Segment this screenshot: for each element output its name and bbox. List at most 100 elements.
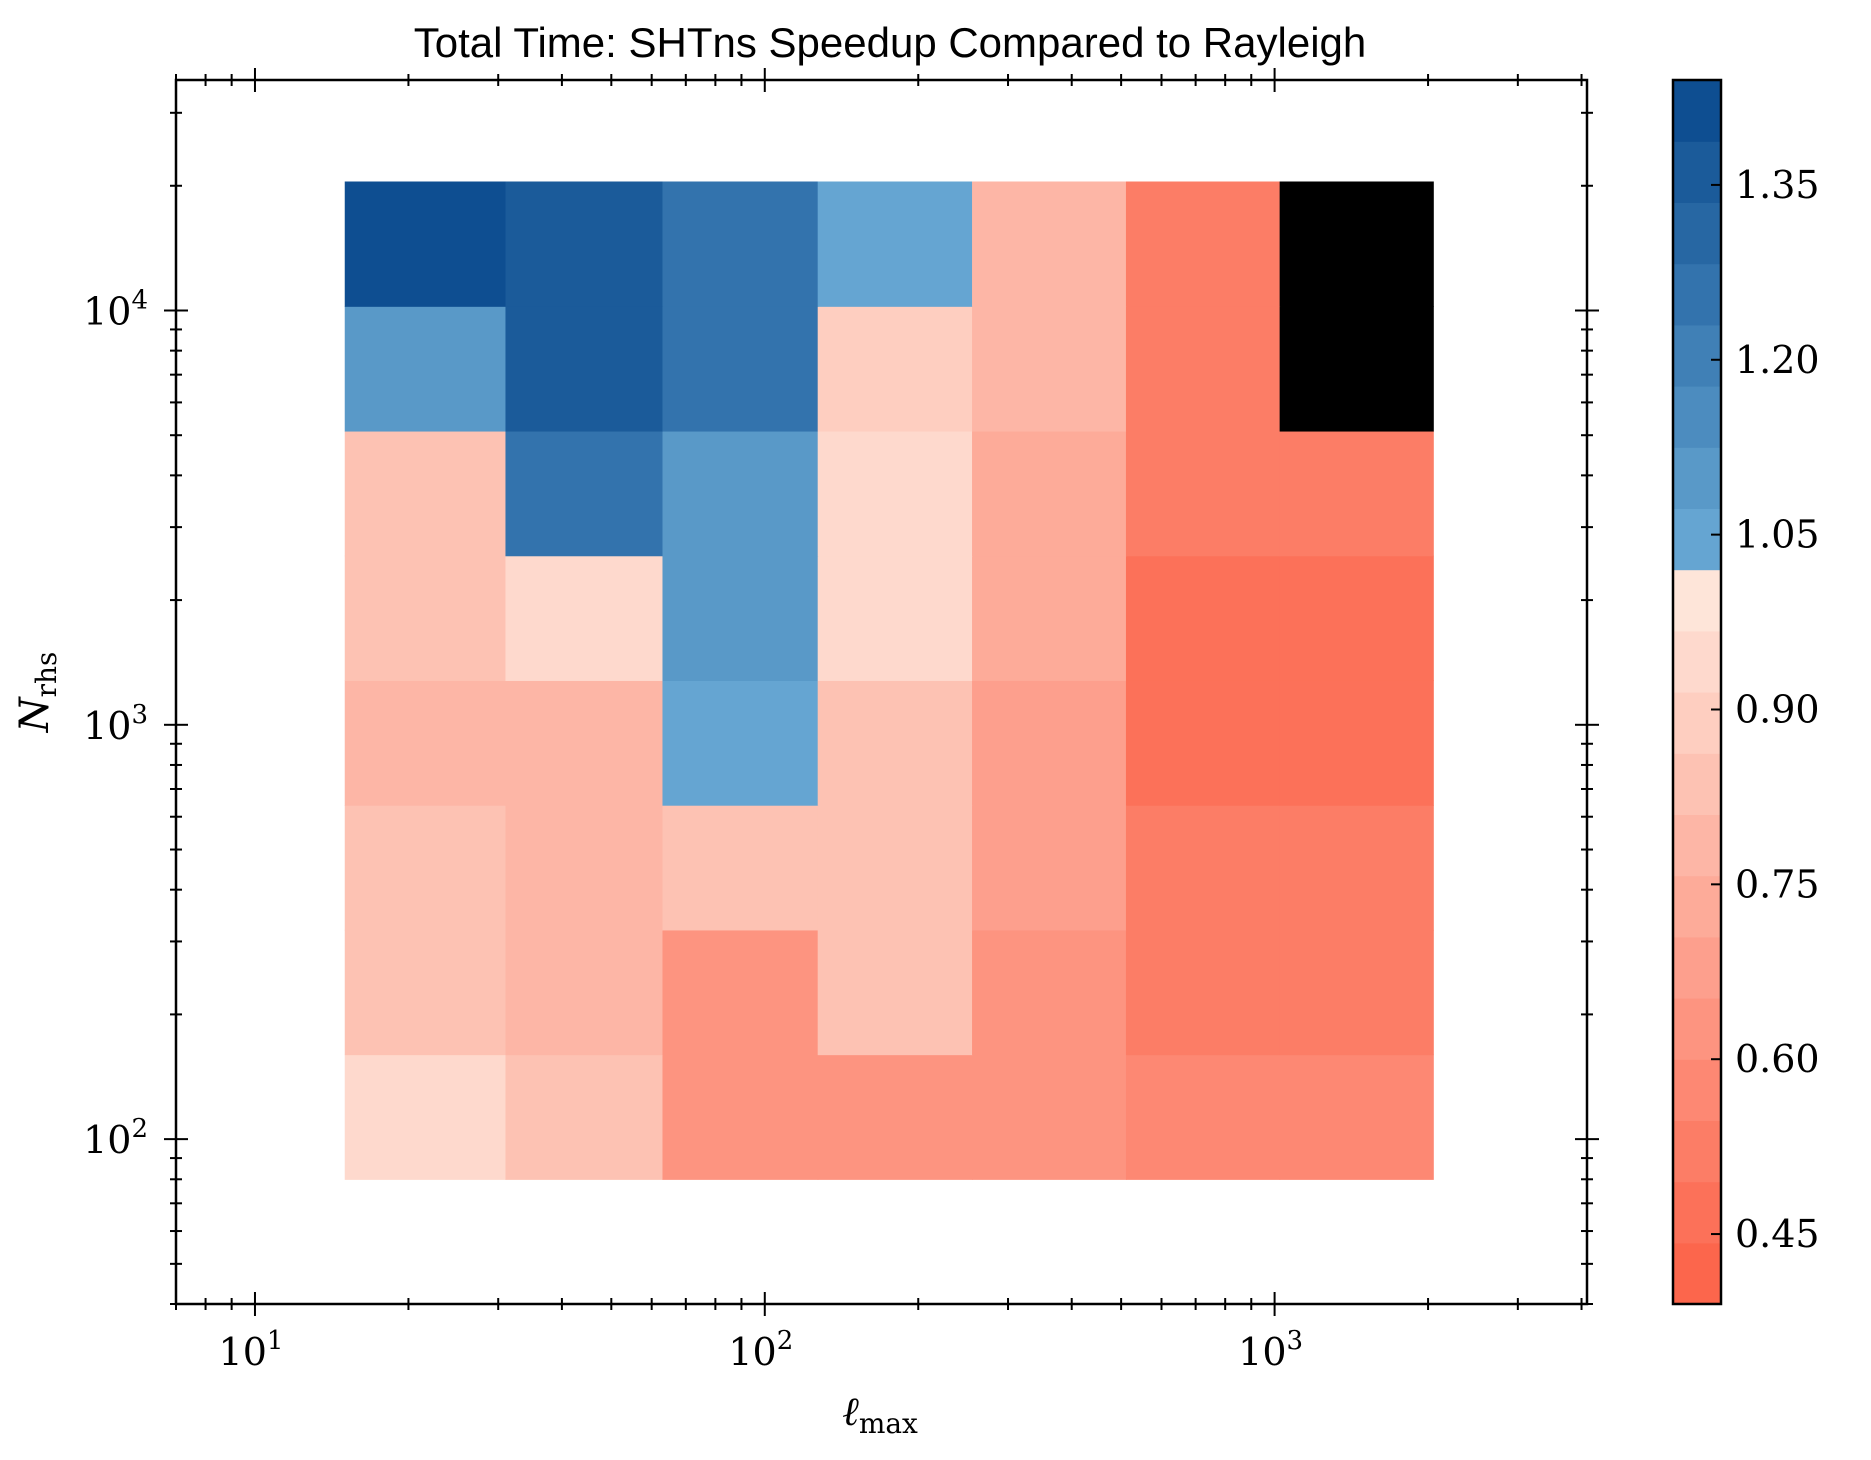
x-tick-label: 103 (1238, 1326, 1303, 1374)
colorbar-segment (1673, 569, 1721, 632)
heatmap-cell (662, 680, 819, 806)
heatmap-cell (1125, 805, 1281, 931)
colorbar-segment (1673, 447, 1721, 509)
x-axis-label: ℓmax (842, 1389, 918, 1440)
x-tick-labels: 101 102 103 (219, 1326, 1304, 1374)
heatmap-cell (817, 555, 973, 681)
x-tick-label: 101 (219, 1326, 284, 1374)
heatmap-cell (972, 1054, 1127, 1180)
heatmap-cell (972, 430, 1127, 557)
heatmap-cell (344, 1054, 507, 1180)
heatmap-cell (817, 306, 973, 432)
heatmap-cell (505, 805, 664, 931)
heatmap-cell (1125, 929, 1281, 1056)
heatmap-cell (1125, 680, 1281, 806)
heatmap-cell (344, 680, 507, 806)
heatmap-cell (1279, 680, 1434, 806)
y-tick-label: 104 (83, 285, 148, 333)
heatmap-cell (344, 306, 507, 432)
heatmap-cell (1279, 430, 1434, 557)
y-tick-labels: 102 103 104 (83, 285, 148, 1162)
heatmap-cell (972, 555, 1127, 681)
heatmap-cell (972, 306, 1127, 432)
colorbar-tick-label: 0.90 (1735, 687, 1820, 731)
heatmap-cell (817, 680, 973, 806)
heatmap-cell (505, 680, 664, 806)
heatmap-cell (662, 1054, 819, 1180)
heatmap-cells (344, 181, 1434, 1180)
heatmap-cell (1279, 181, 1434, 307)
chart-title: Total Time: SHTns Speedup Compared to Ra… (414, 19, 1367, 66)
heatmap-cell (972, 680, 1127, 806)
colorbar-segment (1673, 814, 1721, 877)
y-axis-label: Nrhs (12, 652, 63, 734)
colorbar-tick-label: 0.45 (1735, 1212, 1820, 1256)
heatmap-cell (972, 181, 1127, 307)
colorbar-segment (1673, 324, 1721, 387)
heatmap-cell (505, 555, 664, 681)
heatmap-cell (1125, 555, 1281, 681)
axis-ticks (164, 68, 1599, 1316)
heatmap-cell (1279, 805, 1434, 931)
colorbar-segment (1673, 1242, 1721, 1305)
colorbar-segment (1673, 875, 1721, 938)
colorbar-tick-label: 0.60 (1735, 1037, 1820, 1081)
heatmap-cell (1125, 1054, 1281, 1180)
colorbar-segment (1673, 263, 1721, 326)
colorbar-tick-label: 1.20 (1735, 338, 1820, 382)
heatmap-cell (817, 181, 973, 307)
colorbar-segment (1673, 508, 1721, 571)
heatmap-cell (505, 181, 664, 307)
heatmap-cell (817, 430, 973, 557)
heatmap-cell (1279, 1054, 1434, 1180)
heatmap-cell (662, 555, 819, 681)
colorbar-tick-label: 0.75 (1735, 862, 1820, 906)
colorbar-segment (1673, 1059, 1721, 1121)
colorbar (1673, 80, 1721, 1305)
heatmap-cell (817, 805, 973, 931)
heatmap-cell (1279, 555, 1434, 681)
colorbar-segment (1673, 630, 1721, 693)
heatmap-cell (817, 929, 973, 1056)
heatmap-cell (1125, 430, 1281, 557)
heatmap-cell (972, 929, 1127, 1056)
heatmap-cell (1279, 929, 1434, 1056)
heatmap-cell (344, 430, 507, 557)
heatmap-cell (662, 430, 819, 557)
colorbar-segment (1673, 998, 1721, 1060)
y-tick-label: 103 (83, 700, 148, 748)
colorbar-tick-label: 1.35 (1735, 163, 1820, 207)
colorbar-segment (1673, 141, 1721, 203)
heatmap-cell (817, 1054, 973, 1180)
heatmap-cell (662, 181, 819, 307)
colorbar-segment (1673, 386, 1721, 448)
x-tick-label: 102 (728, 1326, 793, 1374)
heatmap-cell (505, 306, 664, 432)
heatmap-cell (344, 555, 507, 681)
heatmap-cell (662, 805, 819, 931)
heatmap-cell (344, 805, 507, 931)
heatmap-cell (344, 181, 507, 307)
y-tick-label: 102 (83, 1114, 148, 1162)
colorbar-segment (1673, 692, 1721, 754)
colorbar-segment (1673, 1120, 1721, 1183)
heatmap-cell (344, 929, 507, 1056)
heatmap-cell (1125, 306, 1281, 432)
heatmap-cell (972, 805, 1127, 931)
heatmap-cell (662, 929, 819, 1056)
colorbar-ticks: 0.45 0.60 0.75 0.90 1.05 1.20 1.35 (1711, 163, 1820, 1256)
colorbar-segment (1673, 753, 1721, 815)
plot-frame (174, 78, 1589, 1306)
colorbar-frame (1671, 78, 1723, 1306)
heatmap-cell (505, 430, 664, 557)
heatmap-cell (505, 1054, 664, 1180)
colorbar-tick-label: 1.05 (1735, 513, 1820, 557)
colorbar-segment (1673, 202, 1721, 265)
heatmap-cell (662, 306, 819, 432)
colorbar-segment (1673, 80, 1721, 142)
colorbar-segment (1673, 936, 1721, 999)
heatmap-cell (1279, 306, 1434, 432)
heatmap-cell (505, 929, 664, 1056)
heatmap-cell (1125, 181, 1281, 307)
